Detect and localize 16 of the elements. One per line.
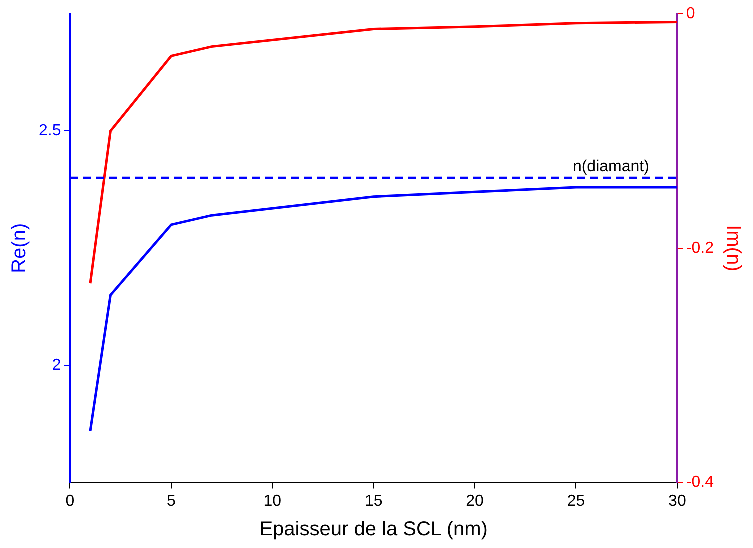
- y-tick-label: 2: [52, 357, 62, 374]
- y-tick-label: 2.5: [38, 122, 62, 140]
- ref-line-label: n(diamant): [572, 158, 650, 176]
- y-axis-title: Re(n): [8, 223, 31, 274]
- x-tick-label: 5: [166, 492, 176, 510]
- y2-tick-label: -0.2: [686, 240, 714, 257]
- y2-tick-label: -0.4: [686, 474, 714, 492]
- x-tick-label: 30: [668, 492, 686, 510]
- x-tick-label: 20: [466, 492, 484, 510]
- x-tick-label: 15: [364, 492, 383, 510]
- x-tick-label: 0: [66, 492, 75, 510]
- y2-axis-title: Im(n): [722, 225, 744, 272]
- y2-tick-label: 0: [686, 5, 696, 22]
- x-axis-title: Epaisseur de la SCL (nm): [260, 518, 488, 541]
- x-tick-label: 10: [264, 492, 282, 510]
- x-tick-label: 25: [567, 492, 586, 510]
